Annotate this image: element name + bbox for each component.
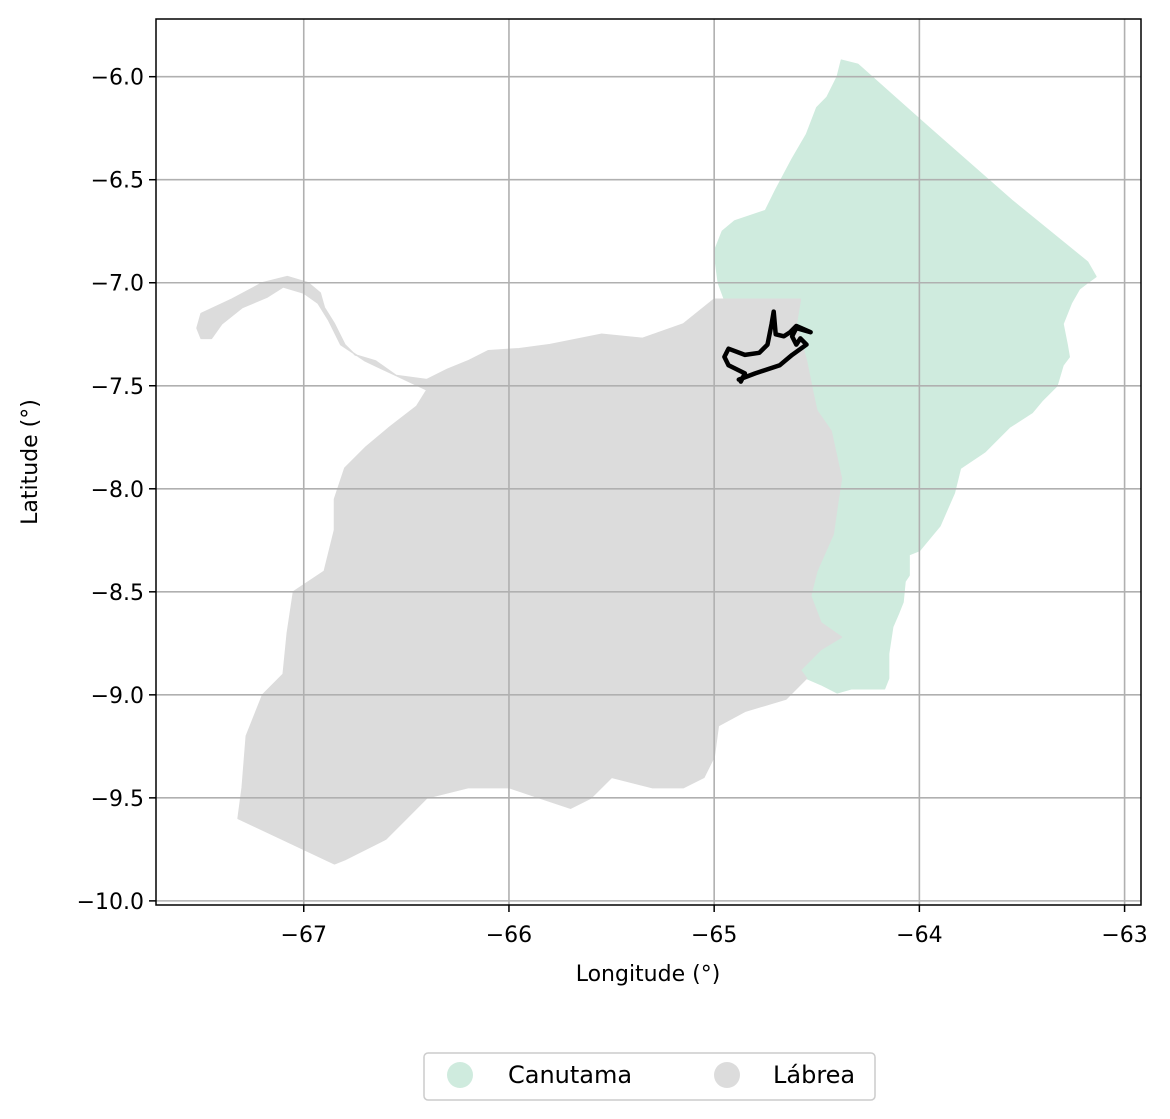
tick-layer: −67 −66 −65 −64 −63 −6.0 −6.5 −7.0 −7.5 −8.0 −8.5 −…: [77, 66, 1148, 948]
y-axis-title: Latitude (°): [18, 399, 43, 525]
legend-label-canutama: Canutama: [508, 1061, 632, 1089]
y-tick-label: −7.5: [91, 375, 144, 400]
legend: Canutama Lábrea: [423, 1052, 876, 1101]
region-labrea: [196, 275, 843, 865]
regions-layer: [196, 59, 1097, 865]
highlight-outline: [722, 309, 813, 384]
plot-frame: [155, 18, 1142, 906]
region-canutama: [713, 59, 1097, 694]
legend-swatch-canutama: [447, 1062, 473, 1088]
y-tick-label: −9.0: [91, 684, 144, 709]
x-tick-label: −65: [691, 923, 737, 948]
y-tick-label: −6.5: [91, 169, 144, 194]
legend-label-labrea: Lábrea: [773, 1061, 855, 1089]
y-tick-label: −8.5: [91, 581, 144, 606]
y-tick-label: −6.0: [91, 66, 144, 91]
y-tick-label: −7.0: [91, 272, 144, 297]
grid-layer: [156, 19, 1141, 905]
x-tick-label: −63: [1101, 923, 1147, 948]
legend-box: [423, 1052, 876, 1101]
x-tick-label: −67: [281, 923, 327, 948]
y-tick-label: −8.0: [91, 478, 144, 503]
x-tick-label: −66: [486, 923, 532, 948]
y-tick-label: −9.5: [91, 787, 144, 812]
y-tick-label: −10.0: [77, 890, 144, 915]
x-axis-title: Longitude (°): [576, 962, 721, 987]
x-tick-label: −64: [896, 923, 942, 948]
legend-swatch-labrea: [714, 1062, 740, 1088]
outline-layer: [722, 309, 813, 384]
